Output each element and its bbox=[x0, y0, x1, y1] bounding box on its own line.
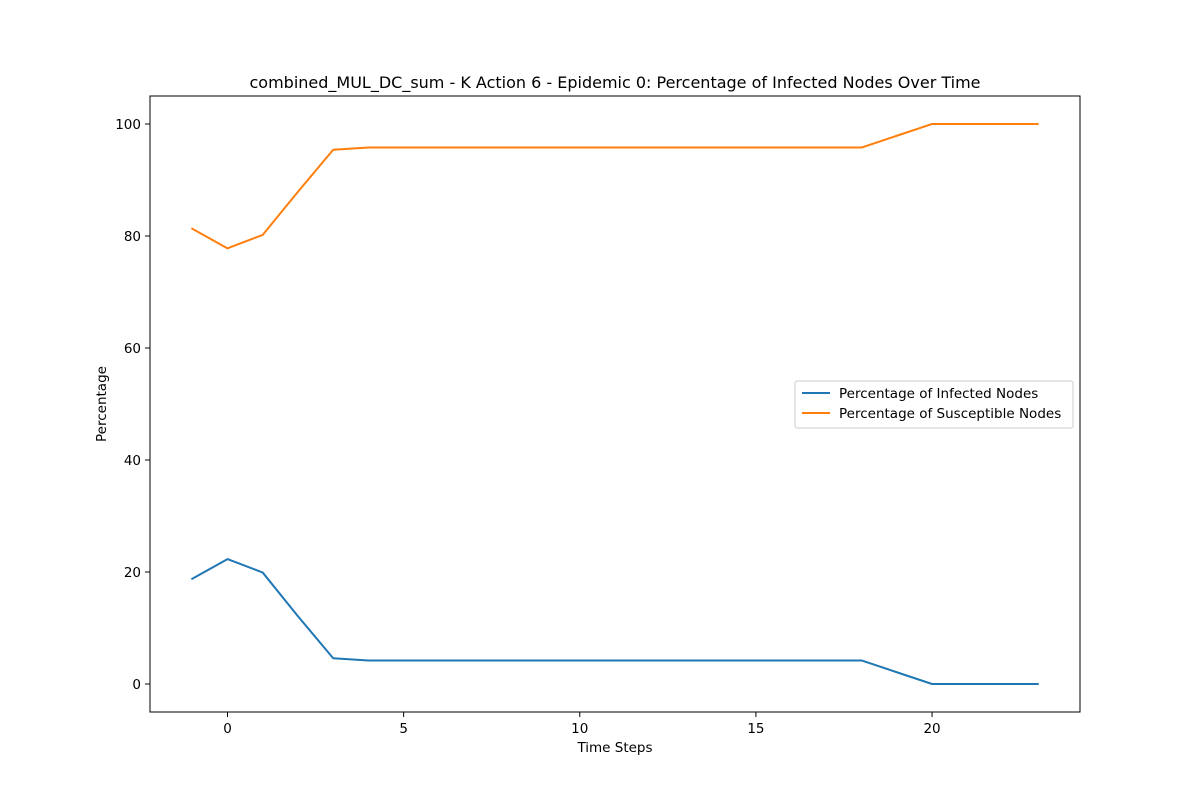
legend-box bbox=[794, 380, 1074, 429]
legend-label-infected: Percentage of Infected Nodes bbox=[839, 386, 1038, 402]
plot-area-frame bbox=[149, 95, 1081, 713]
x-tick-label: 5 bbox=[399, 721, 408, 737]
y-tick-label: 40 bbox=[124, 453, 141, 469]
x-tick-label: 20 bbox=[923, 721, 940, 737]
chart-title: combined_MUL_DC_sum - K Action 6 - Epide… bbox=[249, 73, 980, 93]
y-tick-label: 60 bbox=[124, 341, 141, 357]
y-tick-label: 80 bbox=[124, 229, 141, 245]
x-axis-ticks: 0 5 10 15 20 bbox=[223, 712, 941, 737]
series-line-0 bbox=[190, 558, 1039, 685]
series-layer bbox=[190, 123, 1039, 685]
y-tick-label: 20 bbox=[124, 565, 141, 581]
x-tick-label: 15 bbox=[747, 721, 764, 737]
legend: Percentage of Infected Nodes Percentage … bbox=[794, 380, 1074, 429]
x-tick-label: 10 bbox=[571, 721, 588, 737]
y-axis-label: Percentage bbox=[94, 366, 110, 442]
x-axis-label: Time Steps bbox=[576, 740, 652, 756]
y-tick-label: 0 bbox=[132, 677, 141, 693]
series-line-1 bbox=[190, 123, 1039, 250]
y-axis-ticks: 0 20 40 60 80 100 bbox=[115, 117, 150, 693]
x-tick-label: 0 bbox=[223, 721, 232, 737]
legend-label-susceptible: Percentage of Susceptible Nodes bbox=[839, 406, 1061, 422]
y-tick-label: 100 bbox=[115, 117, 141, 133]
